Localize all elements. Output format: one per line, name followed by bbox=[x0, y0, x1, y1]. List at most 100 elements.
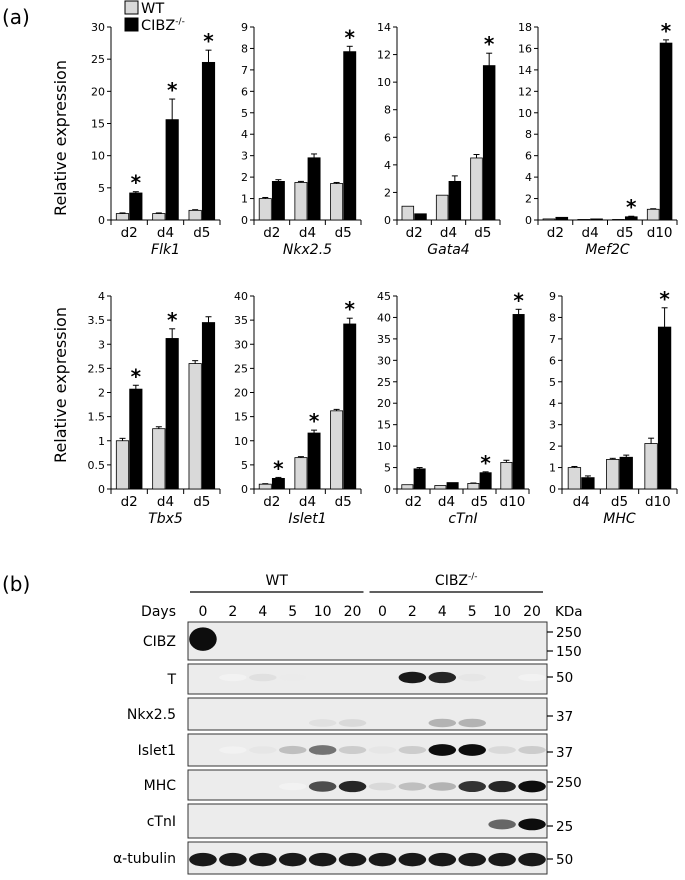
category-label: d2 bbox=[121, 494, 138, 510]
bar-cibz-d5 bbox=[343, 323, 357, 490]
y-tick-label: 14 bbox=[377, 21, 391, 34]
y-tick-label: 15 bbox=[377, 419, 391, 432]
y-tick-label: 3 bbox=[549, 419, 556, 432]
y-tick-label: 1 bbox=[98, 435, 105, 448]
category-label: d5 bbox=[335, 494, 352, 510]
category-label: d2 bbox=[405, 494, 422, 510]
significance-star: * bbox=[309, 409, 320, 433]
category-label: d10 bbox=[645, 494, 671, 510]
category-label: d5 bbox=[335, 225, 352, 241]
group-label: WT bbox=[266, 573, 289, 589]
blot-band bbox=[428, 782, 457, 791]
lane-label: 2 bbox=[228, 604, 237, 620]
y-tick-label: 2 bbox=[549, 440, 556, 453]
y-tick-label: 18 bbox=[518, 21, 532, 34]
blot-band bbox=[398, 782, 427, 791]
y-tick-label: 0 bbox=[241, 214, 248, 227]
y-tick-label: 5 bbox=[241, 107, 248, 120]
y-tick-label: 10 bbox=[234, 435, 248, 448]
y-tick-label: 20 bbox=[91, 85, 105, 98]
bar-wt-d2 bbox=[115, 213, 130, 221]
marker-label: 37 bbox=[556, 709, 573, 725]
significance-star: * bbox=[131, 171, 142, 195]
blot-row-label: Islet1 bbox=[138, 743, 176, 759]
blot-band bbox=[398, 746, 427, 754]
chart-mef2c: 0 2 4 6 8 10 12 14 16 18 d2 d4 * d5 * d10 Mef2C bbox=[518, 19, 678, 258]
category-label: d5 bbox=[474, 225, 491, 241]
blot-band bbox=[368, 852, 397, 867]
bar-wt-d4 bbox=[567, 467, 582, 490]
y-tick-label: 0 bbox=[98, 483, 105, 496]
gene-label: MHC bbox=[603, 511, 636, 527]
bar-cibz-d5 bbox=[482, 65, 496, 221]
panel-a-label: (a) bbox=[2, 5, 30, 29]
group-label: CIBZ-/- bbox=[435, 572, 478, 589]
gene-label: Islet1 bbox=[288, 511, 326, 527]
y-tick-label: 30 bbox=[377, 354, 391, 367]
y-tick-label: 20 bbox=[377, 397, 391, 410]
y-tick-label: 10 bbox=[518, 107, 532, 120]
category-label: d2 bbox=[263, 494, 280, 510]
bar-cibz-d5 bbox=[343, 51, 357, 221]
marker-label: 50 bbox=[556, 852, 573, 868]
blot-band bbox=[249, 746, 277, 754]
bar-cibz-d2 bbox=[129, 388, 143, 490]
marker-label: 250 bbox=[556, 775, 582, 791]
blot-band bbox=[189, 627, 217, 651]
y-tick-label: 10 bbox=[377, 76, 391, 89]
chart-gata4: 0 2 4 6 8 10 12 14 d2 d4 * d5 Gata4 bbox=[377, 21, 501, 258]
y-tick-label: 2.5 bbox=[88, 362, 106, 375]
blot-band bbox=[518, 746, 546, 754]
blot-row-label: α-tubulin bbox=[113, 851, 176, 867]
bar-wt-d5 bbox=[188, 209, 202, 221]
blot-band bbox=[488, 746, 516, 754]
y-tick-label: 9 bbox=[549, 290, 556, 303]
y-tick-label: 30 bbox=[91, 21, 105, 34]
bar-cibz-d10 bbox=[657, 326, 672, 490]
y-tick-label: 30 bbox=[234, 338, 248, 351]
y-tick-label: 2 bbox=[525, 193, 532, 206]
blot-band bbox=[278, 673, 307, 682]
chart-tbx5: 0 0.5 1 1.5 2 2.5 3 3.5 4 * d2 * d4 d5 Tbx5 bbox=[88, 290, 221, 527]
significance-star: * bbox=[661, 19, 672, 43]
lane-label: 10 bbox=[493, 604, 511, 620]
y-tick-label: 4 bbox=[241, 128, 248, 141]
bar-wt-d4 bbox=[577, 219, 591, 221]
blot-band bbox=[518, 818, 546, 831]
bar-cibz-d2 bbox=[271, 180, 285, 221]
category-label: d2 bbox=[121, 225, 138, 241]
bar-wt-d10 bbox=[644, 443, 658, 490]
chart-mhc: 0 1 2 3 4 5 6 7 8 9 d4 d5 * d10 MHC bbox=[549, 287, 678, 527]
blot-band bbox=[518, 673, 546, 682]
bar-wt-d5 bbox=[330, 183, 344, 221]
bar-cibz-d4 bbox=[165, 119, 179, 221]
bar-wt-d10 bbox=[646, 208, 660, 221]
y-tick-label: 5 bbox=[98, 182, 105, 195]
y-tick-label: 6 bbox=[384, 131, 391, 144]
blot-band bbox=[458, 744, 486, 756]
y-tick-label: 2 bbox=[241, 171, 248, 184]
y-tick-label: 2 bbox=[98, 387, 105, 400]
bar-wt-d2 bbox=[542, 218, 556, 221]
gene-label: Gata4 bbox=[427, 242, 469, 258]
lane-label: 2 bbox=[408, 604, 417, 620]
category-label: d5 bbox=[471, 494, 488, 510]
category-label: d4 bbox=[299, 494, 316, 510]
bar-cibz-d5 bbox=[619, 456, 633, 490]
blot-band bbox=[338, 719, 367, 727]
panel-b-label: (b) bbox=[2, 572, 30, 596]
marker-label: 25 bbox=[556, 819, 573, 835]
y-tick-label: 5 bbox=[384, 462, 391, 475]
bar-wt-d4 bbox=[294, 457, 308, 490]
bar-cibz-d2 bbox=[414, 213, 427, 221]
y-tick-label: 0 bbox=[525, 214, 532, 227]
y-tick-label: 12 bbox=[518, 85, 532, 98]
category-label: d2 bbox=[406, 225, 423, 241]
y-tick-label: 3 bbox=[98, 338, 105, 351]
marker-label: 250 bbox=[556, 625, 582, 641]
y-tick-label: 1 bbox=[549, 462, 556, 475]
western-blot: WT CIBZ-/-Days 0 2 4 5 10 20 0 2 4 5 10 20 KDaCIBZ2501… bbox=[113, 572, 583, 875]
bar-wt-d4 bbox=[294, 182, 308, 221]
lane-label: 0 bbox=[378, 604, 387, 620]
bar-wt-d5 bbox=[467, 483, 480, 490]
